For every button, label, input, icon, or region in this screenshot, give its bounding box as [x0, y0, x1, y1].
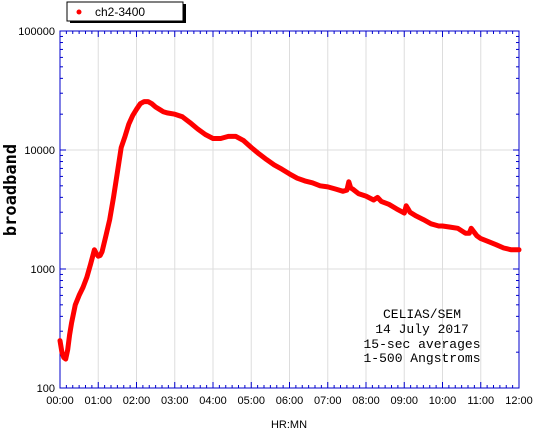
- x-tick-label: 07:00: [314, 395, 342, 407]
- y-axis-title: broadband: [1, 144, 21, 236]
- x-tick-label: 03:00: [161, 395, 189, 407]
- legend-box: [66, 1, 184, 22]
- annotation-line-1: CELIAS/SEM: [383, 307, 461, 322]
- series-line-0: [57, 99, 522, 362]
- annotation-line-4: 1-500 Angstroms: [363, 351, 480, 366]
- y-tick-label: 100000: [18, 26, 55, 38]
- x-tick-label: 11:00: [467, 395, 494, 407]
- y-tick-label: 100: [37, 383, 55, 395]
- x-tick-label: 09:00: [390, 395, 418, 407]
- x-tick-label: 05:00: [237, 395, 265, 407]
- x-tick-labels: 00:00 01:00 02:00 03:00 04:00 05:00 06:00 07:00…: [46, 395, 533, 407]
- y-tick-label: 10000: [24, 145, 55, 157]
- annotation-line-2: 14 July 2017: [375, 322, 469, 337]
- minor-ticks: [59, 30, 520, 389]
- x-axis-title: HR:MN: [271, 419, 307, 431]
- x-tick-label: 02:00: [123, 395, 151, 407]
- x-tick-label: 06:00: [276, 395, 304, 407]
- grid-lines: [60, 31, 519, 388]
- series-layer: [57, 99, 522, 362]
- legend-entry: ch2-3400: [95, 5, 145, 19]
- x-tick-label: 12:00: [505, 395, 533, 407]
- annotation-line-3: 15-sec averages: [363, 337, 480, 352]
- x-tick-label: 10:00: [429, 395, 457, 407]
- x-tick-label: 00:00: [46, 395, 74, 407]
- y-tick-label: 1000: [31, 264, 55, 276]
- annotation-block: CELIAS/SEM 14 July 2017 15-sec averages …: [363, 307, 480, 366]
- x-tick-label: 04:00: [199, 395, 227, 407]
- legend: ch2-3400: [66, 1, 186, 23]
- x-tick-label: 08:00: [352, 395, 380, 407]
- x-tick-label: 01:00: [84, 395, 112, 407]
- legend-marker: [76, 9, 82, 15]
- y-tick-labels: 100 1000 10000 100000: [18, 26, 55, 395]
